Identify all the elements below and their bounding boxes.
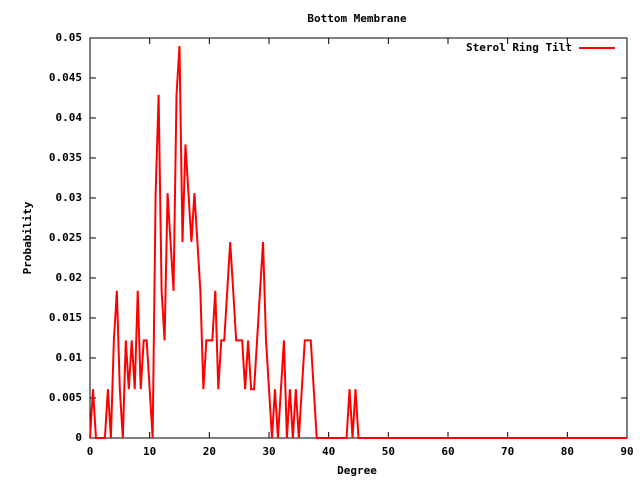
x-tick-label: 80	[561, 445, 574, 458]
x-tick-label: 40	[322, 445, 335, 458]
x-axis-label: Degree	[337, 464, 377, 477]
x-tick-label: 90	[620, 445, 633, 458]
y-tick-label: 0.01	[56, 351, 83, 364]
y-tick-label: 0.015	[49, 311, 82, 324]
y-tick-label: 0.03	[56, 191, 83, 204]
x-tick-label: 50	[382, 445, 395, 458]
y-axis-label: Probability	[21, 201, 34, 274]
x-tick-label: 60	[441, 445, 454, 458]
y-tick-label: 0.02	[56, 271, 83, 284]
y-tick-label: 0.04	[56, 111, 83, 124]
y-tick-label: 0.025	[49, 231, 82, 244]
y-tick-label: 0.035	[49, 151, 82, 164]
x-tick-label: 30	[262, 445, 275, 458]
chart-title: Bottom Membrane	[307, 12, 407, 25]
x-tick-label: 0	[87, 445, 94, 458]
y-tick-label: 0.005	[49, 391, 82, 404]
x-tick-label: 10	[143, 445, 156, 458]
y-tick-label: 0.045	[49, 71, 82, 84]
y-tick-label: 0.05	[56, 31, 83, 44]
x-tick-label: 20	[203, 445, 216, 458]
data-line	[89, 45, 627, 439]
legend-label: Sterol Ring Tilt	[466, 41, 572, 54]
x-tick-label: 70	[501, 445, 514, 458]
y-tick-label: 0	[75, 431, 82, 444]
